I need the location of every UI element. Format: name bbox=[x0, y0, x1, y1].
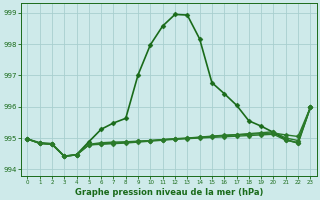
X-axis label: Graphe pression niveau de la mer (hPa): Graphe pression niveau de la mer (hPa) bbox=[75, 188, 263, 197]
